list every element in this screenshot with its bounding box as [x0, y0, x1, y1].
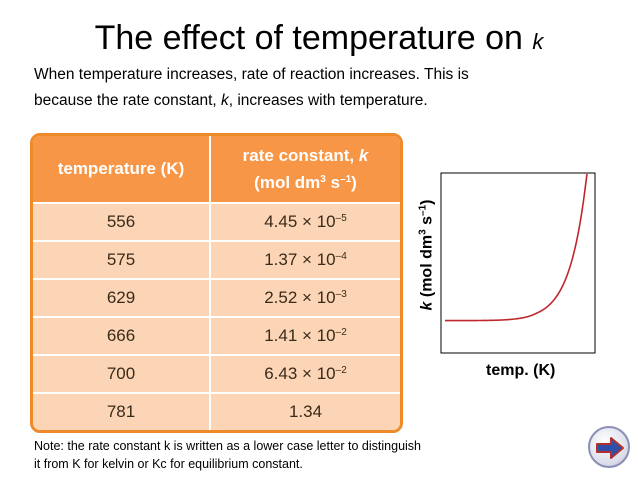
- table-row: 781 1.34: [33, 394, 400, 430]
- k-exponent: –5: [335, 213, 347, 224]
- temp-cell: 781: [33, 394, 211, 430]
- x-axis-label: temp. (K): [486, 362, 556, 379]
- k-cell: 2.52 × 10–3: [211, 280, 400, 318]
- intro-line-2-k: k: [220, 92, 229, 109]
- k-times: ×: [302, 326, 312, 345]
- k-mantissa: 4.45: [264, 212, 298, 231]
- next-slide-button[interactable]: [588, 426, 630, 468]
- k-exponent: –2: [335, 365, 347, 376]
- k-mantissa: 1.41: [264, 326, 298, 345]
- k-cell: 4.45 × 10–5: [211, 204, 400, 242]
- intro-line-2-pre: because the rate constant,: [34, 92, 221, 109]
- table-row: 666 1.41 × 10–2: [33, 318, 400, 356]
- table-row: 629 2.52 × 10–3: [33, 280, 400, 318]
- y-axis-unit-b: s: [418, 215, 436, 230]
- k-cell: 1.37 × 10–4: [211, 242, 400, 280]
- chart-plot-area: [440, 172, 596, 354]
- header-k-unit-sup1: 3: [320, 173, 326, 185]
- y-axis-k: k: [418, 301, 436, 311]
- header-k-unit-sup2: –1: [340, 173, 352, 185]
- intro-line-1: When temperature increases, rate of reac…: [34, 66, 469, 83]
- k-times: ×: [302, 250, 312, 269]
- footnote-line-2: it from K for kelvin or Kc for equilibri…: [34, 457, 303, 471]
- y-axis-label-container: k (mol dm3 s–1): [412, 180, 442, 330]
- k-mantissa: 1.37: [264, 250, 298, 269]
- k-base: 10: [316, 364, 336, 383]
- footnote: Note: the rate constant k is written as …: [34, 437, 554, 473]
- header-k-unit-b: s: [325, 172, 341, 192]
- k-cell: 6.43 × 10–2: [211, 356, 400, 394]
- k-cell: 1.34: [211, 394, 400, 430]
- table-row: 700 6.43 × 10–2: [33, 356, 400, 394]
- k-mantissa: 1.34: [288, 402, 323, 421]
- intro-line-2-post: , increases with temperature.: [228, 92, 428, 109]
- rate-constant-table: temperature (K) rate constant, k (mol dm…: [30, 133, 403, 433]
- temp-cell: 700: [33, 356, 211, 394]
- title-text: The effect of temperature on: [94, 19, 533, 57]
- header-temperature: temperature (K): [33, 136, 211, 204]
- y-axis-label: k (mol dm3 s–1): [418, 200, 437, 311]
- temp-cell: 666: [33, 318, 211, 356]
- k-times: ×: [302, 212, 312, 231]
- k-times: ×: [302, 288, 312, 307]
- k-exponent: –2: [335, 327, 347, 338]
- table-header-row: temperature (K) rate constant, k (mol dm…: [33, 136, 400, 204]
- table-row: 556 4.45 × 10–5: [33, 204, 400, 242]
- y-axis-unit-a: (mol dm: [418, 234, 436, 302]
- k-base: 10: [316, 288, 336, 307]
- k-curve-line: [444, 173, 588, 322]
- title-k-variable: k: [532, 29, 544, 54]
- k-base: 10: [316, 212, 336, 231]
- k-times: ×: [302, 364, 312, 383]
- k-base: 10: [316, 326, 336, 345]
- header-rate-constant: rate constant, k (mol dm3 s–1): [211, 136, 400, 204]
- k-base: 10: [316, 250, 336, 269]
- k-exponent: –4: [335, 251, 347, 262]
- intro-text: When temperature increases, rate of reac…: [34, 62, 594, 114]
- header-k-unit-a: (mol dm: [254, 172, 321, 192]
- page-title: The effect of temperature on k: [0, 18, 638, 62]
- k-mantissa: 6.43: [264, 364, 298, 383]
- k-mantissa: 2.52: [264, 288, 298, 307]
- intro-line-2: because the rate constant, k, increases …: [34, 88, 594, 114]
- y-axis-unit-c: ): [418, 199, 436, 205]
- header-k-label: rate constant,: [242, 145, 359, 165]
- y-axis-sup2: –1: [417, 204, 429, 216]
- arrow-right-icon: [596, 437, 624, 459]
- footnote-line-1: Note: the rate constant k is written as …: [34, 439, 421, 453]
- temp-cell: 629: [33, 280, 211, 318]
- table-row: 575 1.37 × 10–4: [33, 242, 400, 280]
- temp-cell: 556: [33, 204, 211, 242]
- k-cell: 1.41 × 10–2: [211, 318, 400, 356]
- header-k-unit-c: ): [351, 172, 357, 192]
- k-exponent: –3: [335, 289, 347, 300]
- y-axis-sup1: 3: [417, 229, 429, 235]
- temp-cell: 575: [33, 242, 211, 280]
- header-k-var: k: [358, 145, 369, 165]
